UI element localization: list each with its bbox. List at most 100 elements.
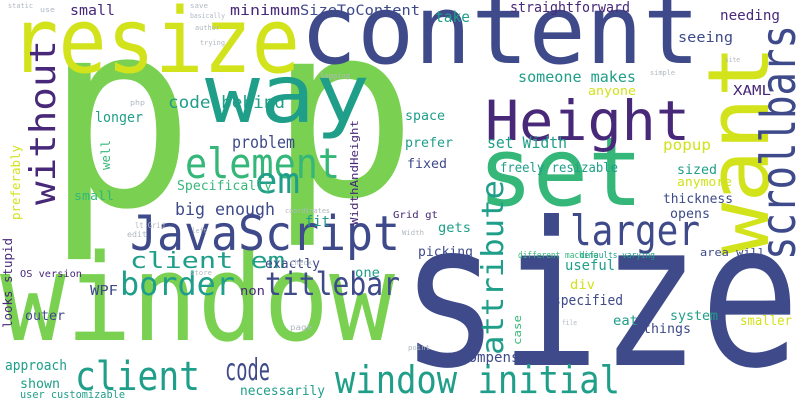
word: straightforward — [510, 0, 630, 16]
word: trying — [200, 39, 225, 47]
word: file — [562, 319, 577, 327]
word: shown — [20, 377, 60, 392]
word: prefer — [405, 136, 453, 151]
word: div — [570, 278, 595, 293]
word: fixed — [407, 157, 447, 172]
word: well — [99, 140, 113, 170]
word: point — [408, 344, 430, 352]
word: user customizable — [20, 388, 125, 400]
word: seeing — [678, 30, 733, 46]
word: border — [120, 265, 235, 303]
word: code behind — [168, 93, 285, 113]
word: OS version — [20, 269, 82, 280]
word: exactly — [265, 257, 320, 272]
word: JavaScript — [130, 206, 400, 262]
word: check — [290, 259, 313, 267]
word: fit — [305, 214, 330, 230]
word: XAML — [733, 84, 771, 99]
word: small — [70, 3, 115, 19]
word: popup — [663, 136, 711, 154]
word: specified — [553, 293, 623, 309]
word: needing — [720, 8, 780, 24]
word: em — [255, 161, 300, 202]
word: use — [40, 6, 55, 14]
word: store — [190, 269, 212, 277]
word: without — [23, 40, 64, 205]
word: size — [400, 180, 800, 400]
word: window initial — [335, 358, 620, 400]
word: content — [300, 0, 700, 86]
word: small — [74, 189, 114, 203]
word: problem — [232, 133, 295, 153]
word: necessarily — [240, 384, 325, 399]
word: freely resizable — [500, 161, 618, 176]
word: preferably — [9, 145, 23, 220]
word: larger — [570, 206, 700, 255]
word: set — [478, 118, 643, 228]
word: different machine — [518, 251, 598, 261]
word: code — [225, 353, 270, 388]
word: things — [643, 322, 691, 337]
word: area will — [700, 246, 765, 259]
word: big enough — [175, 200, 275, 220]
word: space — [405, 109, 445, 124]
word: p — [268, 0, 418, 252]
word: picking — [418, 245, 473, 260]
word: way — [205, 48, 370, 141]
word: author — [195, 24, 220, 32]
word: SizeToContent — [300, 3, 420, 19]
word: client em — [130, 249, 285, 274]
word: want — [690, 45, 789, 255]
word: defaults varying — [580, 251, 655, 261]
word: system — [670, 309, 718, 324]
word: anymore — [677, 175, 732, 189]
word: someone makes — [518, 68, 636, 86]
word: Height — [485, 89, 690, 153]
word: compensate — [460, 350, 545, 366]
word: one — [355, 266, 380, 281]
word: p — [45, 0, 195, 267]
word: sized — [677, 163, 717, 178]
word: titlebar — [265, 265, 400, 303]
word: gets — [438, 221, 471, 236]
word: static — [8, 2, 33, 10]
word: resize — [10, 0, 300, 94]
word: save — [190, 2, 208, 10]
word: left — [192, 227, 207, 235]
word: window — [0, 230, 396, 369]
word: logging — [320, 72, 350, 80]
word: minimum — [230, 3, 300, 19]
word: eat — [613, 314, 638, 329]
word: approach — [5, 358, 67, 374]
word: element — [185, 139, 340, 188]
word: php — [130, 99, 145, 107]
word: Grid gt — [393, 210, 438, 221]
word: page — [290, 323, 312, 332]
word: simple — [650, 69, 675, 77]
word: smaller — [740, 314, 792, 329]
word: useful — [565, 258, 615, 274]
word: site — [725, 56, 740, 64]
word: set Width — [487, 133, 567, 152]
word: lt Grid — [135, 221, 165, 230]
word: anyone — [588, 84, 636, 98]
word: coordinates — [285, 207, 330, 215]
word: client — [75, 354, 200, 400]
word: WidthAndHeight — [348, 120, 361, 225]
word: take — [435, 8, 470, 26]
word: case — [511, 315, 524, 345]
word: Specifically — [177, 179, 272, 194]
word: non — [240, 284, 265, 298]
word: thickness — [663, 192, 733, 207]
word: scrollbars — [751, 25, 800, 260]
word: basically — [190, 12, 225, 20]
word: edit — [127, 230, 147, 239]
word: WPF — [90, 284, 118, 299]
word: longer — [95, 110, 143, 126]
word: attribute — [476, 180, 511, 355]
word: opens — [670, 207, 710, 222]
word: looks stupid — [1, 238, 15, 328]
word: Width — [402, 229, 424, 237]
